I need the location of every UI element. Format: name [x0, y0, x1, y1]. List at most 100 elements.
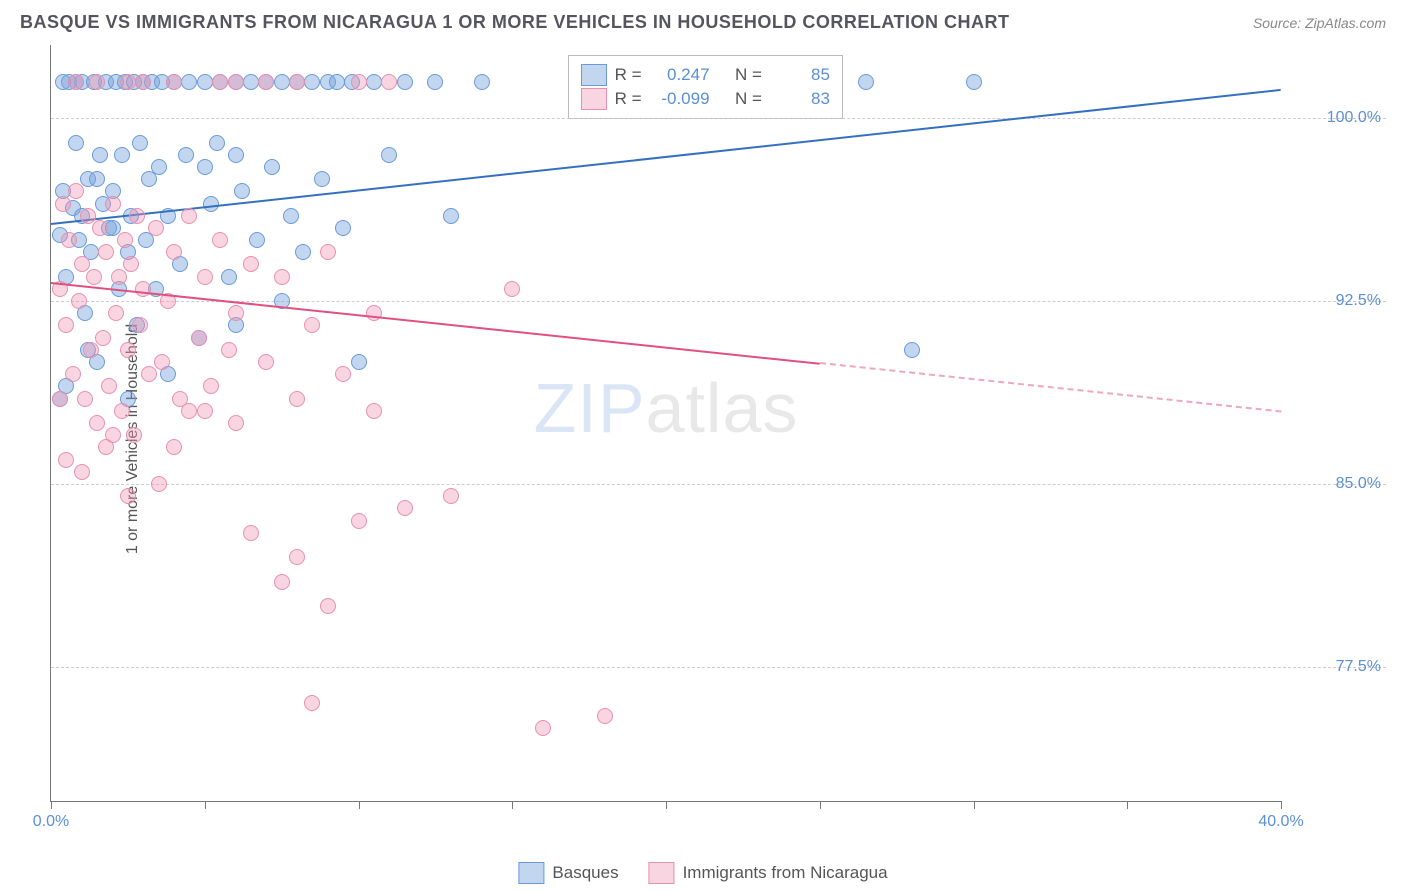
data-point: [197, 74, 213, 90]
data-point: [141, 366, 157, 382]
data-point: [243, 74, 259, 90]
data-point: [427, 74, 443, 90]
gridline: [51, 484, 1386, 485]
data-point: [52, 391, 68, 407]
data-point: [283, 208, 299, 224]
data-point: [966, 74, 982, 90]
source-label: Source: ZipAtlas.com: [1253, 15, 1386, 31]
data-point: [320, 598, 336, 614]
data-point: [295, 244, 311, 260]
regression-line: [51, 282, 820, 365]
data-point: [381, 74, 397, 90]
legend-row-basques: R = 0.247 N = 85: [581, 64, 830, 86]
data-point: [83, 342, 99, 358]
data-point: [221, 269, 237, 285]
data-point: [178, 147, 194, 163]
data-point: [89, 415, 105, 431]
data-point: [274, 74, 290, 90]
data-point: [474, 74, 490, 90]
chart-title: BASQUE VS IMMIGRANTS FROM NICARAGUA 1 OR…: [20, 12, 1010, 33]
data-point: [381, 147, 397, 163]
data-point: [114, 147, 130, 163]
n-label: N =: [735, 89, 762, 109]
data-point: [148, 220, 164, 236]
data-point: [351, 354, 367, 370]
data-point: [221, 342, 237, 358]
data-point: [166, 74, 182, 90]
data-point: [129, 208, 145, 224]
data-point: [105, 427, 121, 443]
n-label: N =: [735, 65, 762, 85]
data-point: [101, 378, 117, 394]
data-point: [249, 232, 265, 248]
y-tick-label: 100.0%: [1327, 109, 1381, 127]
data-point: [92, 147, 108, 163]
data-point: [95, 330, 111, 346]
watermark: ZIPatlas: [534, 368, 799, 448]
data-point: [904, 342, 920, 358]
data-point: [166, 439, 182, 455]
gridline: [51, 301, 1386, 302]
data-point: [135, 74, 151, 90]
data-point: [135, 281, 151, 297]
data-point: [289, 549, 305, 565]
data-point: [111, 269, 127, 285]
regression-line: [820, 362, 1281, 412]
data-point: [351, 74, 367, 90]
data-point: [320, 244, 336, 260]
data-point: [117, 232, 133, 248]
x-tick: [974, 801, 975, 809]
data-point: [203, 196, 219, 212]
data-point: [228, 147, 244, 163]
data-point: [197, 159, 213, 175]
data-point: [105, 196, 121, 212]
data-point: [92, 220, 108, 236]
data-point: [228, 415, 244, 431]
data-point: [151, 476, 167, 492]
y-tick-label: 77.5%: [1336, 658, 1381, 676]
legend-label-basques: Basques: [552, 863, 618, 883]
data-point: [335, 220, 351, 236]
data-point: [258, 74, 274, 90]
data-point: [151, 159, 167, 175]
x-tick: [359, 801, 360, 809]
data-point: [120, 342, 136, 358]
data-point: [55, 196, 71, 212]
data-point: [71, 293, 87, 309]
data-point: [397, 500, 413, 516]
legend-item-nicaragua: Immigrants from Nicaragua: [649, 862, 888, 884]
chart-area: 1 or more Vehicles in Household ZIPatlas…: [50, 45, 1386, 832]
data-point: [77, 391, 93, 407]
data-point: [212, 74, 228, 90]
data-point: [68, 183, 84, 199]
data-point: [203, 378, 219, 394]
x-tick: [205, 801, 206, 809]
data-point: [68, 135, 84, 151]
data-point: [58, 317, 74, 333]
data-point: [304, 695, 320, 711]
data-point: [504, 281, 520, 297]
data-point: [209, 135, 225, 151]
x-tick: [512, 801, 513, 809]
data-point: [366, 403, 382, 419]
data-point: [535, 720, 551, 736]
data-point: [351, 513, 367, 529]
data-point: [858, 74, 874, 90]
data-point: [335, 366, 351, 382]
data-point: [123, 256, 139, 272]
x-tick: [666, 801, 667, 809]
data-point: [197, 403, 213, 419]
data-point: [166, 244, 182, 260]
data-point: [443, 488, 459, 504]
plot-region: ZIPatlas R = 0.247 N = 85 R = -0.099 N =…: [50, 45, 1281, 802]
swatch-basques-icon: [581, 64, 607, 86]
data-point: [98, 244, 114, 260]
data-point: [86, 269, 102, 285]
data-point: [397, 74, 413, 90]
data-point: [258, 354, 274, 370]
data-point: [274, 574, 290, 590]
x-tick: [820, 801, 821, 809]
x-tick: [51, 801, 52, 809]
data-point: [68, 74, 84, 90]
data-point: [289, 391, 305, 407]
